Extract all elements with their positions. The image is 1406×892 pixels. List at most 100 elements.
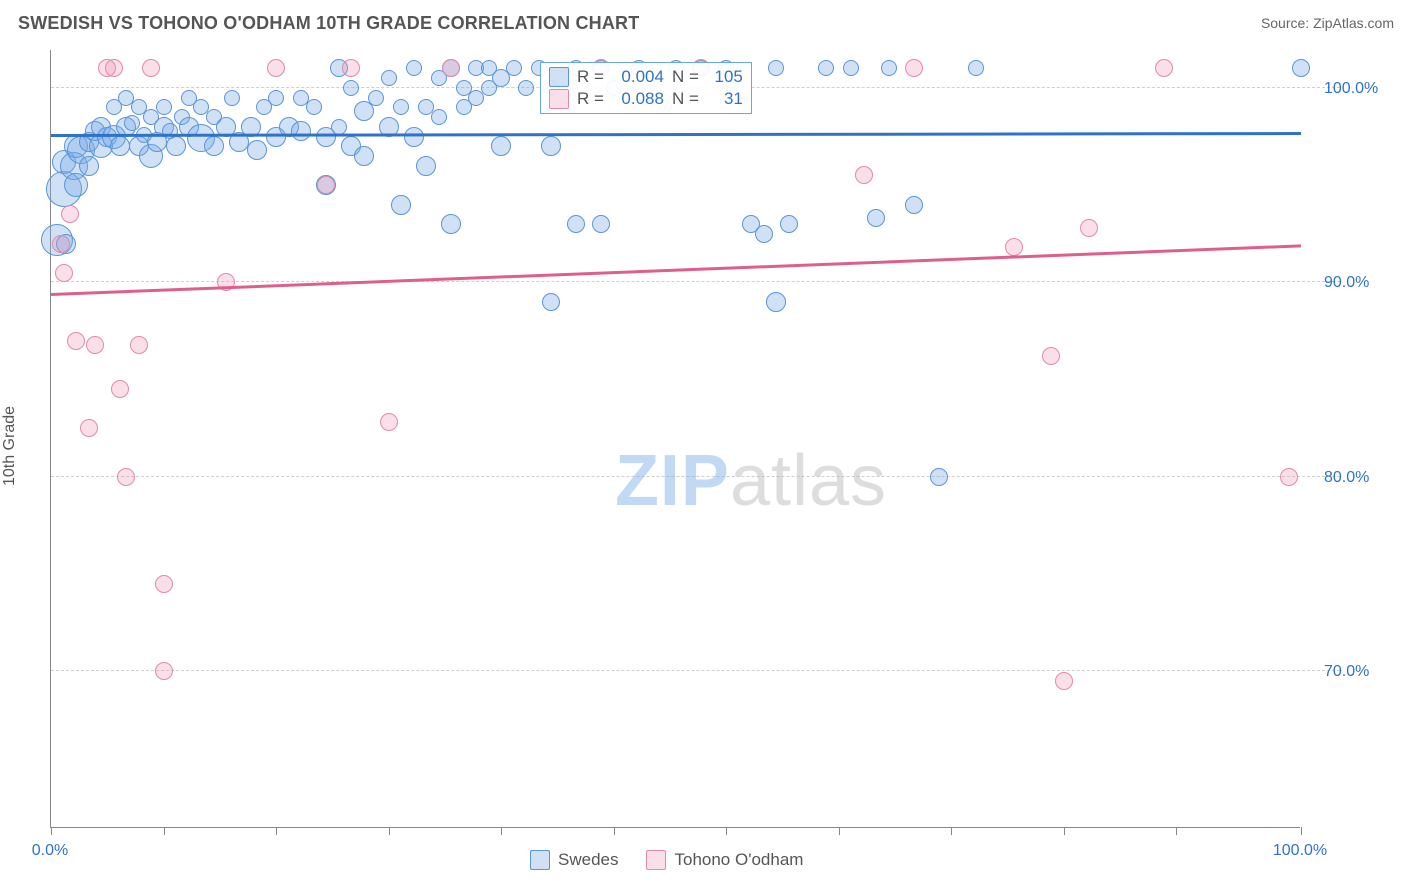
data-point-tohono <box>52 235 70 253</box>
data-point-tohono <box>86 336 104 354</box>
correlation-row-tohono: R = 0.088 N = 31 <box>549 89 743 109</box>
x-tick <box>501 827 502 835</box>
swatch-swedes-icon <box>530 850 550 870</box>
data-point-tohono <box>1055 672 1073 690</box>
x-tick <box>276 827 277 835</box>
data-point-tohono <box>61 205 79 223</box>
x-tick <box>164 827 165 835</box>
data-point-swedes <box>381 70 397 86</box>
x-tick <box>951 827 952 835</box>
data-point-swedes <box>391 195 411 215</box>
n-value-tohono: 31 <box>707 89 743 109</box>
r-value-tohono: 0.088 <box>612 89 664 109</box>
r-label: R = <box>577 67 604 87</box>
data-point-swedes <box>441 214 461 234</box>
data-point-swedes <box>247 140 267 160</box>
gridline <box>51 281 1340 282</box>
data-point-swedes <box>204 136 224 156</box>
swatch-tohono-icon <box>549 89 569 109</box>
r-label: R = <box>577 89 604 109</box>
data-point-swedes <box>881 60 897 76</box>
x-tick <box>726 827 727 835</box>
legend-item-swedes: Swedes <box>530 850 618 870</box>
x-tick <box>839 827 840 835</box>
data-point-swedes <box>268 90 284 106</box>
data-point-tohono <box>1080 219 1098 237</box>
correlation-box: R = 0.004 N = 105 R = 0.088 N = 31 <box>540 62 752 114</box>
data-point-tohono <box>1005 238 1023 256</box>
data-point-tohono <box>117 468 135 486</box>
data-point-swedes <box>506 60 522 76</box>
data-point-swedes <box>416 156 436 176</box>
data-point-swedes <box>166 136 186 156</box>
data-point-tohono <box>67 332 85 350</box>
data-point-swedes <box>968 60 984 76</box>
data-point-swedes <box>331 119 347 135</box>
n-value-swedes: 105 <box>707 67 743 87</box>
data-point-tohono <box>1155 59 1173 77</box>
x-tick <box>614 827 615 835</box>
legend-label: Tohono O'odham <box>674 850 803 870</box>
data-point-swedes <box>567 215 585 233</box>
data-point-tohono <box>155 575 173 593</box>
data-point-swedes <box>156 99 172 115</box>
data-point-tohono <box>55 264 73 282</box>
data-point-swedes <box>354 101 374 121</box>
data-point-swedes <box>518 80 534 96</box>
data-point-tohono <box>111 380 129 398</box>
data-point-tohono <box>905 59 923 77</box>
data-point-swedes <box>930 468 948 486</box>
data-point-tohono <box>155 662 173 680</box>
x-tick-label: 0.0% <box>32 842 68 860</box>
data-point-swedes <box>867 209 885 227</box>
data-point-swedes <box>404 127 424 147</box>
y-tick-label: 70.0% <box>1324 663 1369 681</box>
data-point-tohono <box>130 336 148 354</box>
data-point-tohono <box>142 59 160 77</box>
data-point-tohono <box>1042 347 1060 365</box>
n-label: N = <box>672 89 699 109</box>
y-tick-label: 90.0% <box>1324 274 1369 292</box>
n-label: N = <box>672 67 699 87</box>
data-point-swedes <box>79 156 99 176</box>
data-point-swedes <box>491 136 511 156</box>
data-point-swedes <box>818 60 834 76</box>
watermark: ZIPatlas <box>615 440 887 522</box>
data-point-swedes <box>406 60 422 76</box>
data-point-swedes <box>354 146 374 166</box>
data-point-swedes <box>224 90 240 106</box>
data-point-swedes <box>592 215 610 233</box>
data-point-tohono <box>855 166 873 184</box>
chart-legend: Swedes Tohono O'odham <box>530 850 803 870</box>
data-point-swedes <box>291 121 311 141</box>
data-point-tohono <box>380 413 398 431</box>
data-point-swedes <box>780 215 798 233</box>
swatch-tohono-icon <box>646 850 666 870</box>
data-point-swedes <box>905 196 923 214</box>
data-point-tohono <box>342 59 360 77</box>
gridline <box>51 476 1340 477</box>
gridline <box>51 670 1340 671</box>
data-point-swedes <box>343 80 359 96</box>
data-point-swedes <box>110 136 130 156</box>
data-point-swedes <box>306 99 322 115</box>
swatch-swedes-icon <box>549 67 569 87</box>
x-tick <box>1064 827 1065 835</box>
y-tick-label: 80.0% <box>1324 469 1369 487</box>
chart-source: Source: ZipAtlas.com <box>1261 15 1394 31</box>
data-point-tohono <box>105 59 123 77</box>
data-point-swedes <box>1292 59 1310 77</box>
data-point-swedes <box>368 90 384 106</box>
data-point-swedes <box>768 60 784 76</box>
x-tick <box>1301 827 1302 835</box>
y-tick-label: 100.0% <box>1324 80 1378 98</box>
legend-label: Swedes <box>558 850 618 870</box>
data-point-swedes <box>843 60 859 76</box>
data-point-swedes <box>766 292 786 312</box>
chart-header: SWEDISH VS TOHONO O'ODHAM 10TH GRADE COR… <box>0 0 1406 46</box>
legend-item-tohono: Tohono O'odham <box>646 850 803 870</box>
data-point-swedes <box>542 293 560 311</box>
correlation-row-swedes: R = 0.004 N = 105 <box>549 67 743 87</box>
trend-line-tohono <box>51 244 1301 296</box>
data-point-swedes <box>64 173 88 197</box>
